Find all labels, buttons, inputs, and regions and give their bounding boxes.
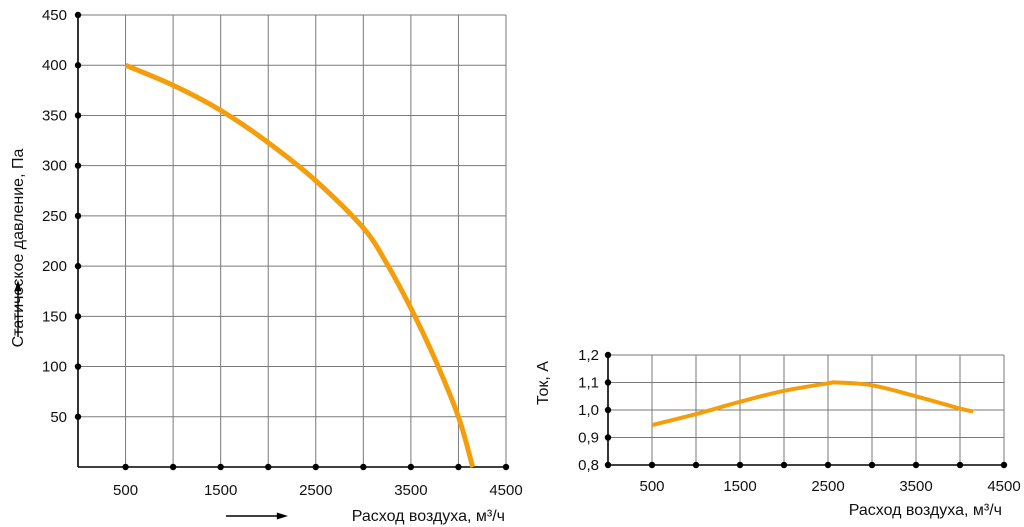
y-tick-dot xyxy=(74,313,82,320)
y-tick-label: 250 xyxy=(42,208,67,225)
y-tick-dot xyxy=(74,112,82,119)
y-tick-dot xyxy=(74,262,82,270)
y-tick-label: 200 xyxy=(42,258,67,275)
y-direction-arrow-head xyxy=(14,280,22,292)
y-tick-dot xyxy=(74,212,82,220)
x-axis-title: Расход воздуха, м³/ч xyxy=(352,508,505,525)
x-tick-dot xyxy=(502,463,510,471)
x-tick-label: 3500 xyxy=(394,482,427,499)
x-tick-dot xyxy=(824,461,832,469)
grid xyxy=(608,354,1005,465)
x-tick-dot xyxy=(780,461,788,469)
x-tick-dot xyxy=(169,463,177,471)
y-tick-dot xyxy=(604,461,612,469)
y-tick-dot xyxy=(74,11,82,19)
x-tick-dot xyxy=(122,463,129,471)
y-tick-label: 0,8 xyxy=(578,457,599,474)
y-tick-label: 400 xyxy=(42,57,67,74)
x-tick-dot xyxy=(217,463,224,471)
y-tick-label: 150 xyxy=(42,308,67,325)
x-direction-arrow-head xyxy=(276,512,288,520)
x-tick-label: 4500 xyxy=(987,478,1020,495)
y-tick-dot xyxy=(74,363,82,370)
y-tick-dot xyxy=(604,406,612,414)
x-tick-label: 2500 xyxy=(811,478,844,495)
y-tick-label: 350 xyxy=(42,107,67,124)
x-tick-label: 4500 xyxy=(489,482,522,499)
x-tick-label: 2500 xyxy=(299,482,332,499)
y-tick-label: 100 xyxy=(42,359,67,376)
y-tick-dot xyxy=(74,62,82,69)
x-tick-label: 3500 xyxy=(899,478,932,495)
y-tick-dot xyxy=(74,413,82,420)
x-tick-label: 500 xyxy=(639,478,664,495)
x-tick-dot xyxy=(868,461,876,469)
x-tick-dot xyxy=(360,463,367,471)
x-tick-dot xyxy=(455,463,462,471)
x-tick-dot xyxy=(1000,461,1008,469)
y-tick-dot xyxy=(604,434,612,441)
x-tick-dot xyxy=(692,461,700,469)
x-tick-dot xyxy=(956,461,964,469)
x-tick-dot xyxy=(736,461,744,469)
y-tick-label: 300 xyxy=(42,158,67,175)
y-tick-label: 450 xyxy=(42,7,67,24)
y-tick-label: 1,2 xyxy=(578,347,599,364)
x-tick-dot xyxy=(912,461,920,469)
pressure-chart: 500 1500 2500 3500 4500 50 100 150 200 250 300 350 4… xyxy=(10,7,523,525)
x-tick-label: 500 xyxy=(113,482,138,499)
y-tick-label: 1,0 xyxy=(578,402,599,419)
y-tick-dot xyxy=(604,351,612,359)
series-line xyxy=(124,62,476,468)
y-tick-dot xyxy=(74,162,82,169)
y-tick-label: 1,1 xyxy=(578,375,599,392)
y-axis-title: Статическое давление, Па xyxy=(10,149,27,348)
series-line xyxy=(651,380,974,428)
x-tick-dot xyxy=(312,463,319,471)
y-tick-label: 50 xyxy=(50,409,67,426)
x-tick-dot xyxy=(407,463,415,471)
x-tick-dot xyxy=(265,463,272,471)
x-tick-label: 1500 xyxy=(723,478,756,495)
x-axis-title: Расход воздуха, м³/ч xyxy=(849,502,1002,519)
y-tick-dot xyxy=(604,379,612,386)
grid xyxy=(78,14,507,467)
x-tick-label: 1500 xyxy=(204,482,237,499)
current-chart: 500 1500 2500 3500 4500 0,8 0,9 1,0 1,1 1,2 Расход… xyxy=(535,347,1021,519)
x-tick-dot xyxy=(648,461,656,469)
y-tick-label: 0,9 xyxy=(578,430,599,447)
y-axis-title: Ток, А xyxy=(535,361,552,405)
